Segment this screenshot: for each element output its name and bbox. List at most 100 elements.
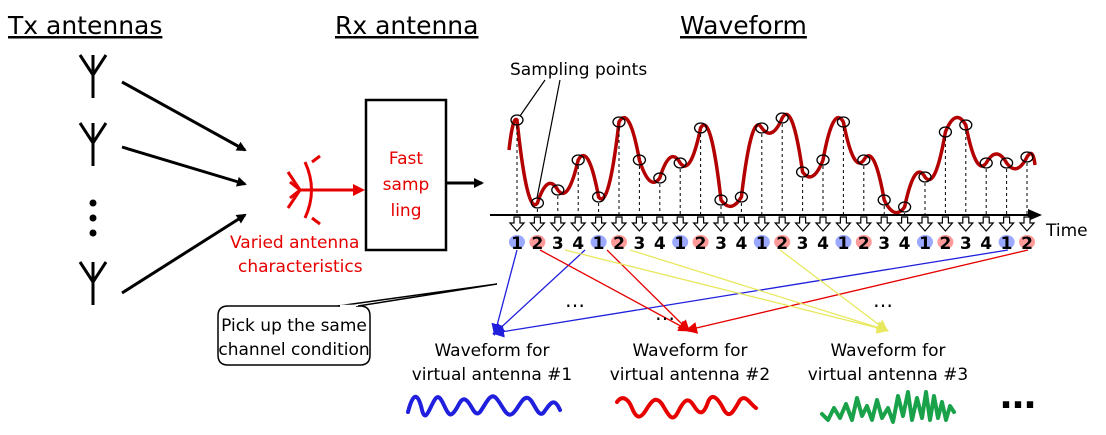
sampler-line3: ling bbox=[390, 201, 421, 221]
sampling-point-marker bbox=[530, 197, 545, 209]
sample-number: 1 bbox=[511, 234, 523, 254]
sampling-point-marker bbox=[897, 201, 912, 213]
sample-number: 1 bbox=[593, 234, 605, 254]
sample-highlight bbox=[611, 235, 627, 249]
sample-item: 1 bbox=[508, 216, 526, 254]
sample-item: 1 bbox=[671, 216, 689, 254]
tx-antenna-icon bbox=[78, 122, 108, 166]
sample-down-arrow bbox=[692, 216, 709, 232]
sample-item: 2 bbox=[1018, 216, 1036, 254]
sample-number: 4 bbox=[572, 234, 584, 254]
sample-number: 3 bbox=[552, 234, 564, 254]
tx-antenna-icon bbox=[78, 54, 108, 98]
more-antennas-ellipsis: … bbox=[1000, 376, 1036, 417]
sampling-point-marker bbox=[734, 191, 749, 203]
waveform bbox=[507, 112, 1037, 215]
sampling-point-marker bbox=[918, 171, 932, 183]
sample-number: 1 bbox=[674, 234, 686, 254]
sample-down-arrow bbox=[610, 216, 628, 232]
sampler-line2: samp bbox=[383, 175, 430, 195]
virtual-antenna-3-line2: virtual antenna #3 bbox=[808, 365, 969, 385]
sample-down-arrow bbox=[957, 216, 975, 232]
sample-item: 3 bbox=[631, 216, 648, 254]
sample-highlight bbox=[917, 235, 933, 249]
sample-down-arrow bbox=[631, 216, 648, 232]
sampling-point-marker bbox=[632, 154, 647, 166]
sampling-point-marker bbox=[693, 122, 708, 134]
sampling-point-marker bbox=[571, 154, 585, 166]
header-rx: Rx antenna bbox=[335, 11, 478, 40]
virtual-antenna-2-waveform bbox=[615, 395, 758, 420]
sample-item: 1 bbox=[835, 216, 852, 254]
sampling-point-marker bbox=[1020, 151, 1034, 163]
header-tx: Tx antennas bbox=[7, 11, 162, 40]
sample-highlight bbox=[590, 235, 607, 249]
sample-item: 4 bbox=[569, 216, 587, 254]
virtual-antenna-3-line1: Waveform for bbox=[830, 341, 945, 361]
sample-item: 2 bbox=[855, 216, 873, 254]
sample-down-arrow bbox=[712, 216, 730, 232]
sample-down-arrow bbox=[835, 216, 852, 232]
sample-highlight bbox=[835, 235, 852, 249]
sample-item: 4 bbox=[977, 216, 995, 254]
sample-number: 1 bbox=[919, 234, 931, 254]
sample-number: 4 bbox=[735, 234, 747, 254]
sampling-point-marker bbox=[775, 112, 789, 124]
sample-number: 4 bbox=[817, 234, 829, 254]
sampling-point-marker bbox=[999, 157, 1014, 169]
sampling-point-marker bbox=[551, 184, 565, 196]
rx-note-line1: Varied antenna bbox=[230, 233, 359, 253]
rx-note-line2: characteristics bbox=[238, 257, 363, 277]
sample-down-arrow bbox=[794, 216, 811, 232]
callout-line2: channel condition bbox=[218, 340, 369, 360]
sample-highlight bbox=[1019, 235, 1035, 249]
sampling-point-marker bbox=[836, 116, 851, 128]
sample-item: 3 bbox=[957, 216, 975, 254]
sample-down-arrow bbox=[855, 216, 873, 232]
sample-highlight bbox=[692, 235, 709, 249]
sample-item: 1 bbox=[590, 216, 607, 254]
sample-highlight bbox=[998, 235, 1015, 249]
sample-down-arrow bbox=[814, 216, 832, 232]
header-waveform: Waveform bbox=[680, 11, 807, 40]
sampling-point-marker bbox=[816, 154, 830, 166]
sample-down-arrow bbox=[549, 216, 567, 232]
sample-number: 4 bbox=[899, 234, 911, 254]
sample-number: 1 bbox=[837, 234, 849, 254]
sampling-point-marker bbox=[877, 194, 891, 206]
sample-down-arrow bbox=[998, 216, 1015, 232]
sample-item: 4 bbox=[896, 216, 913, 254]
sample-number: 2 bbox=[776, 234, 788, 254]
sample-number: 3 bbox=[878, 234, 890, 254]
sample-item: 4 bbox=[651, 216, 669, 254]
sample-down-arrow bbox=[733, 216, 750, 232]
sample-item: 3 bbox=[875, 216, 893, 254]
ellipsis-1: … bbox=[565, 288, 585, 312]
sample-highlight bbox=[774, 235, 791, 249]
sample-highlight bbox=[529, 235, 546, 249]
sample-down-arrow bbox=[1018, 216, 1036, 232]
sample-highlight bbox=[855, 235, 872, 249]
sample-highlight bbox=[937, 235, 954, 249]
sample-number: 3 bbox=[715, 234, 727, 254]
sampler-line1: Fast bbox=[389, 149, 423, 169]
waveform-curve bbox=[507, 112, 1037, 215]
time-label: Time bbox=[1045, 221, 1088, 241]
sample-down-arrow bbox=[651, 216, 669, 232]
sample-item: 2 bbox=[692, 216, 709, 254]
sampling-point-marker bbox=[612, 116, 626, 128]
virtual-antenna-2-line1: Waveform for bbox=[632, 341, 747, 361]
sample-number: 3 bbox=[797, 234, 809, 254]
sample-number: 4 bbox=[654, 234, 666, 254]
sample-down-arrow bbox=[508, 216, 526, 232]
sample-number: 2 bbox=[531, 234, 543, 254]
sample-highlight bbox=[753, 235, 770, 249]
callout-bubble bbox=[217, 283, 498, 366]
sample-number: 2 bbox=[939, 234, 951, 254]
sample-item: 4 bbox=[733, 216, 750, 254]
sample-number: 2 bbox=[858, 234, 870, 254]
tx-antenna-icon bbox=[78, 261, 108, 305]
sample-item: 3 bbox=[712, 216, 730, 254]
